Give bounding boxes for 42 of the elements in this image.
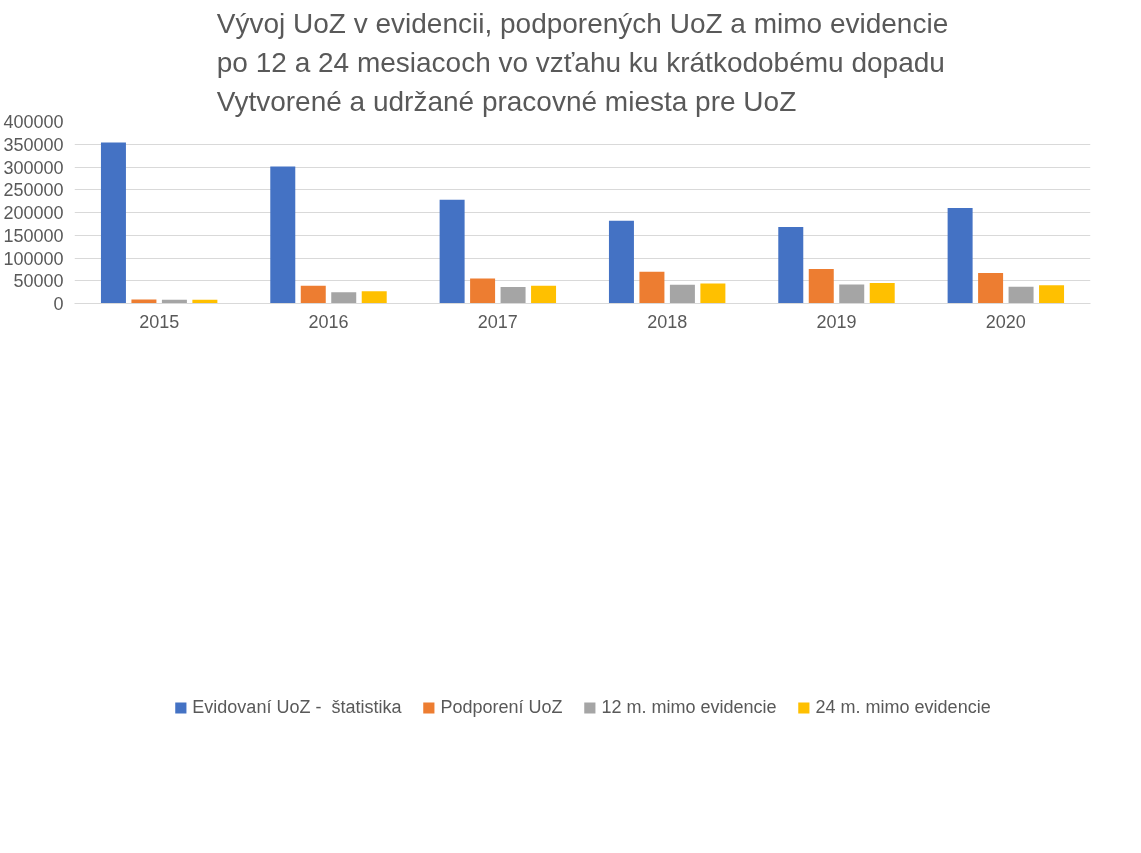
bar bbox=[1008, 286, 1034, 304]
x-tick-label: 2020 bbox=[985, 311, 1026, 332]
bar bbox=[1039, 285, 1065, 304]
y-tick-label: 200000 bbox=[3, 203, 64, 223]
bar bbox=[869, 283, 895, 304]
bar bbox=[531, 285, 557, 304]
bar bbox=[331, 292, 357, 304]
x-tick-label: 2019 bbox=[816, 311, 857, 332]
y-tick-label: 400000 bbox=[3, 112, 64, 132]
bar bbox=[439, 199, 465, 304]
bar bbox=[700, 283, 726, 304]
y-tick-label: 50000 bbox=[13, 271, 64, 292]
x-tick-label: 2015 bbox=[139, 311, 180, 332]
bar bbox=[131, 299, 157, 304]
bar bbox=[470, 278, 496, 304]
bar bbox=[100, 142, 126, 304]
bar bbox=[639, 271, 665, 304]
y-tick-label: 100000 bbox=[3, 248, 64, 269]
bar bbox=[839, 284, 865, 304]
bar bbox=[778, 227, 804, 304]
y-tick-label: 350000 bbox=[3, 134, 64, 155]
bar bbox=[669, 284, 695, 304]
legend-label: 24 m. mimo evidencie bbox=[815, 696, 991, 718]
legend-label: Podporení UoZ bbox=[440, 696, 563, 718]
x-tick-label: 2017 bbox=[477, 311, 518, 332]
y-tick-label: 150000 bbox=[3, 225, 64, 246]
legend-label: Evidovaní UoZ - štatistika bbox=[192, 696, 402, 718]
x-tick-label: 2016 bbox=[308, 311, 349, 332]
bar bbox=[978, 273, 1004, 304]
bar bbox=[808, 268, 834, 304]
bar bbox=[500, 287, 526, 304]
legend-label: 12 m. mimo evidencie bbox=[601, 696, 777, 718]
bar bbox=[270, 166, 296, 304]
bar bbox=[947, 207, 973, 304]
bar bbox=[361, 291, 387, 304]
bar bbox=[300, 285, 326, 304]
bar bbox=[608, 220, 634, 304]
chart-title: Vývoj UoZ v evidencii, podporených UoZ a mimo evidencie po 12 a 24 mesiacoch vo vzťahu ku krátkodobému dopadu Vytvorené a udržané pracovné miesta pre UoZ bbox=[216, 8, 949, 117]
x-tick-label: 2018 bbox=[647, 311, 688, 332]
y-tick-label: 300000 bbox=[3, 157, 64, 178]
y-tick-label: 0 bbox=[53, 294, 64, 314]
y-tick-label: 250000 bbox=[3, 180, 64, 201]
